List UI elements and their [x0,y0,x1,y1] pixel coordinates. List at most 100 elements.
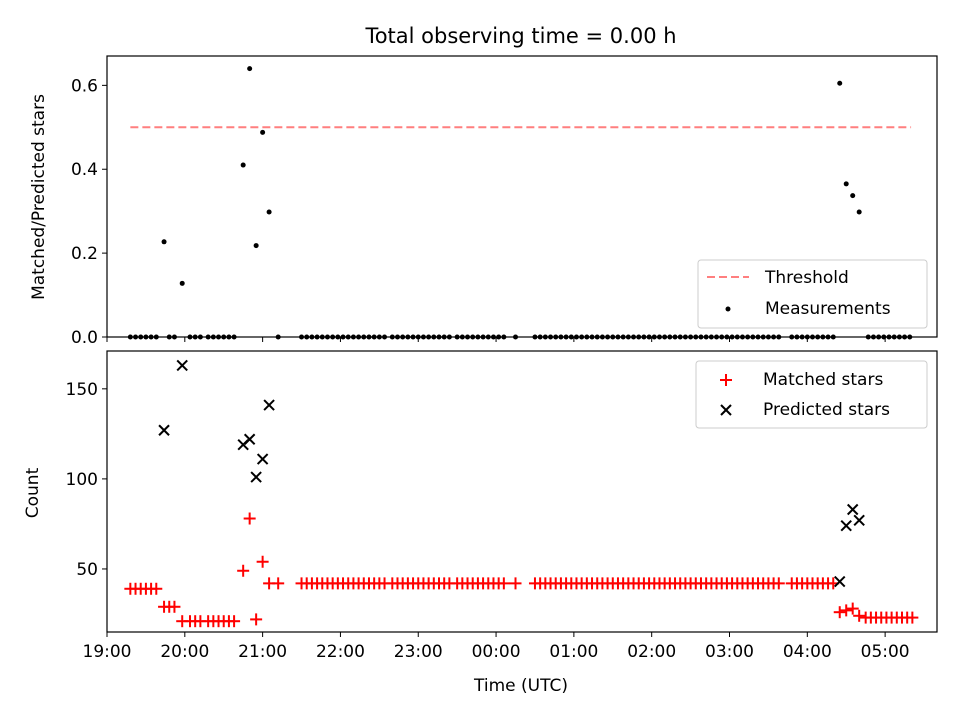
measurement-point [304,334,310,340]
measurement-point [513,334,519,340]
measurement-point [405,334,411,340]
measurement-point [532,334,538,340]
predicted-star-point [263,399,275,411]
measurement-point [677,334,683,340]
matched-star-point [840,604,853,617]
measurement-point [420,334,426,340]
measurement-point [724,334,730,340]
top-y-tick-label: 0.6 [71,76,98,96]
measurement-point [138,334,144,340]
measurement-point [192,334,198,340]
measurement-point [426,334,432,340]
measurement-point [870,334,876,340]
bottom-x-tick-label: 04:00 [783,642,832,662]
matched-star-point [168,600,181,613]
measurement-point [896,334,902,340]
measurement-point [843,181,849,187]
measurement-point [876,334,882,340]
measurement-point [651,334,657,340]
bottom-legend: Matched stars Predicted stars [695,360,928,429]
measurement-point [356,334,362,340]
measurement-point [501,334,507,340]
measurement-point [804,334,810,340]
measurement-point [335,334,341,340]
top-y-tick-label: 0.2 [71,244,98,264]
measurement-point [548,334,554,340]
matched-star-point [772,577,785,590]
measurement-point [776,334,782,340]
measurement-point [734,334,740,340]
bottom-x-tick-label: 20:00 [160,642,209,662]
measurement-point [856,209,862,215]
top-legend-box [697,259,928,329]
measurement-point [143,334,149,340]
predicted-star-point [853,514,865,527]
predicted-star-point [846,503,859,516]
legend-threshold-label: Threshold [764,268,849,288]
measurement-point [789,334,795,340]
measurement-point [794,334,800,340]
measurement-point [366,334,372,340]
legend-predicted-label: Predicted stars [763,400,890,420]
measurement-point [371,334,377,340]
measurement-point [662,334,668,340]
matched-star-point [256,555,269,568]
bottom-x-tick-label: 19:00 [83,642,132,662]
measurement-point [563,334,569,340]
measurement-point [667,334,673,340]
measurement-point [490,334,496,340]
measurement-point [309,334,315,340]
measurement-point [485,334,491,340]
measurement-point [431,334,437,340]
measurement-point [253,243,259,249]
measurement-point [542,334,548,340]
measurement-point [179,280,185,286]
predicted-star-point [250,471,262,483]
measurement-point [594,334,600,340]
measurement-point [708,334,714,340]
top-y-ticks: 0.0 0.2 0.4 0.6 [71,76,107,348]
measurement-point [446,334,452,340]
measurement-point [693,334,699,340]
bottom-x-tick-label: 22:00 [316,642,365,662]
measurement-point [636,334,642,340]
measurement-point [216,334,222,340]
top-y-tick-label: 0.0 [71,328,98,348]
top-panel: 0.0 0.2 0.4 0.6 Matched/Predicted stars Thr… [29,55,938,348]
matched-star-point [846,602,859,615]
bottom-x-axis-label: Time (UTC) [473,676,568,696]
top-plot-marks [127,66,913,340]
measurement-point [226,334,232,340]
measurement-point [703,334,709,340]
measurement-point [599,334,605,340]
bottom-y-ticks: 50 100 150 [66,380,107,580]
measurement-point [330,334,336,340]
measurement-point [210,334,216,340]
measurement-point [714,334,720,340]
measurement-point [620,334,626,340]
predicted-star-point [176,359,188,372]
measurement-point [886,334,892,340]
measurement-point [260,129,266,135]
measurement-point [584,334,590,340]
bottom-x-tick-label: 23:00 [394,642,443,662]
measurement-point [275,334,281,340]
bottom-x-tick-label: 21:00 [238,642,287,662]
bottom-axes-frame [106,350,938,633]
measurement-point [771,334,777,340]
bottom-x-tick-label: 05:00 [861,642,910,662]
measurement-point [410,334,416,340]
predicted-star-point [256,453,269,465]
measurement-point [682,334,688,340]
measurement-point [891,334,897,340]
measurement-point [755,334,761,340]
measurement-point [672,334,678,340]
measurement-point [815,334,821,340]
measurement-point [395,334,400,340]
measurement-point [850,193,856,199]
measurement-point [148,334,154,340]
top-axes-frame [106,55,938,338]
measurement-point [459,334,465,340]
measurement-point [441,334,447,340]
